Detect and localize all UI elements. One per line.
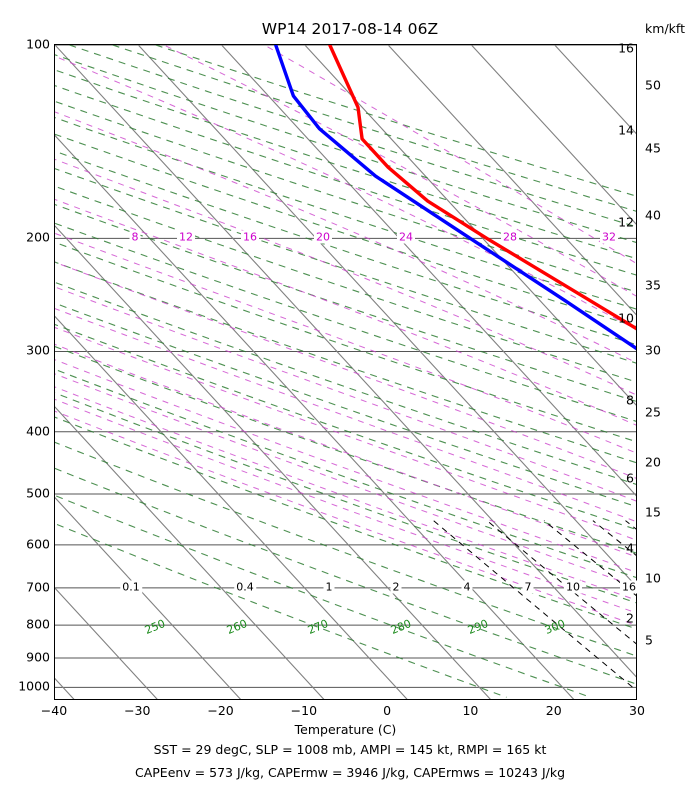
pressure-tick-300: 300	[26, 342, 50, 358]
altitude-kft-tick-25: 25	[645, 404, 661, 420]
altitude-km-tick-6: 6	[626, 470, 634, 486]
upper-level-label-24: 24	[397, 230, 415, 244]
upper-level-label-8: 8	[129, 230, 141, 244]
mixing-ratio-label-0.4: 0.4	[234, 580, 256, 594]
caption-line-2: CAPEenv = 573 J/kg, CAPErmw = 3946 J/kg,…	[134, 765, 566, 780]
altitude-kft-tick-15: 15	[645, 504, 661, 520]
upper-level-label-20: 20	[314, 230, 332, 244]
altitude-km-tick-14: 14	[618, 122, 634, 138]
altitude-km-tick-4: 4	[626, 540, 634, 556]
altitude-km-tick-12: 12	[618, 214, 634, 230]
mixing-ratio-label-10: 10	[564, 580, 582, 594]
altitude-km-tick-2: 2	[626, 610, 634, 626]
mixing-ratio-label-2: 2	[390, 580, 402, 594]
pressure-tick-700: 700	[26, 579, 50, 595]
mixing-ratio-label-16: 16	[620, 580, 638, 594]
mixing-ratio-label-1: 1	[323, 580, 335, 594]
temperature-tick-10: 10	[462, 703, 479, 718]
pressure-tick-200: 200	[26, 229, 50, 245]
page-title: WP14 2017-08-14 06Z	[261, 20, 439, 38]
altitude-km-tick-16: 16	[618, 40, 634, 56]
right-axis-title: km/kft	[645, 21, 685, 36]
skewt-canvas	[55, 45, 636, 699]
mixing-ratio-label-4: 4	[461, 580, 473, 594]
temperature-tick-30: 30	[629, 703, 645, 718]
altitude-kft-tick-40: 40	[645, 207, 661, 223]
pressure-tick-100: 100	[26, 36, 50, 52]
pressure-tick-800: 800	[26, 616, 50, 632]
pressure-tick-500: 500	[26, 485, 50, 501]
pressure-tick-400: 400	[26, 423, 50, 439]
caption-line-1: SST = 29 degC, SLP = 1008 mb, AMPI = 145…	[153, 742, 547, 757]
temperature-tick-0: 0	[383, 703, 392, 718]
upper-level-label-16: 16	[241, 230, 259, 244]
altitude-kft-tick-10: 10	[645, 570, 661, 586]
mixing-ratio-label-7: 7	[522, 580, 534, 594]
temperature-tick-20: 20	[545, 703, 562, 718]
pressure-axis-labels: 100 200 300 400 500 600 700 800 900 1000	[0, 0, 50, 800]
temperature-tick--10: −10	[290, 703, 318, 718]
altitude-kft-tick-5: 5	[645, 632, 653, 648]
temperature-tick--30: −30	[124, 703, 151, 718]
mixing-ratio-label-0.1: 0.1	[120, 580, 142, 594]
altitude-kft-tick-30: 30	[645, 342, 661, 358]
altitude-kft-tick-20: 20	[645, 454, 661, 470]
upper-level-label-12: 12	[177, 230, 195, 244]
xaxis-title: Temperature (C)	[294, 722, 397, 737]
pressure-tick-900: 900	[26, 649, 50, 665]
skewt-plot-area	[54, 44, 637, 700]
upper-level-label-32: 32	[600, 230, 618, 244]
altitude-kft-tick-45: 45	[645, 140, 661, 156]
pressure-tick-1000: 1000	[18, 678, 50, 694]
altitude-km-tick-10: 10	[618, 310, 634, 326]
temperature-tick--40: −40	[40, 703, 68, 718]
upper-level-label-28: 28	[501, 230, 519, 244]
altitude-km-tick-8: 8	[626, 392, 634, 408]
temperature-tick--20: −20	[207, 703, 234, 718]
altitude-kft-tick-35: 35	[645, 277, 661, 293]
pressure-tick-600: 600	[26, 536, 50, 552]
altitude-kft-tick-50: 50	[645, 77, 661, 93]
